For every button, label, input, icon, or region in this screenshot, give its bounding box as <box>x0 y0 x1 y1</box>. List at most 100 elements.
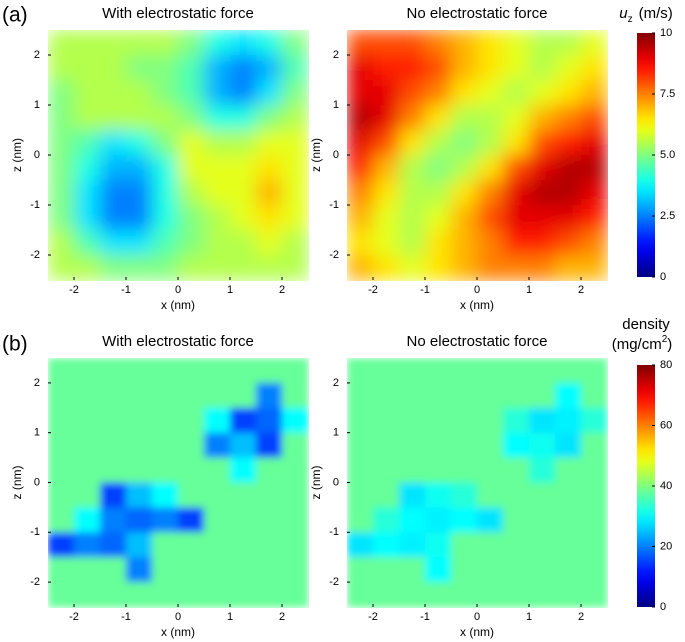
heat-cell <box>477 155 504 181</box>
heat-cell <box>74 507 101 533</box>
heat-cell <box>373 557 400 583</box>
heat-cell <box>282 407 309 434</box>
heat-cell <box>126 482 153 508</box>
heat-cell <box>126 255 153 281</box>
heat-cell <box>503 507 530 533</box>
heat-cell <box>48 180 75 206</box>
heat-cell <box>48 507 75 533</box>
heat-cell <box>477 407 504 434</box>
heat-cell <box>451 582 478 608</box>
heat-cell <box>503 382 530 409</box>
heat-cell <box>178 557 205 583</box>
heat-cell <box>48 55 75 81</box>
heat-cell <box>178 205 205 231</box>
colorbar-tick-label: 2.5 <box>660 210 675 222</box>
heat-cell <box>126 130 153 156</box>
heat-cell <box>503 358 530 384</box>
heat-cell <box>347 205 374 231</box>
colorbar-tick-label: 0 <box>660 601 666 613</box>
heat-cell <box>282 130 309 156</box>
heat-cell <box>74 382 101 409</box>
heat-cell <box>477 130 504 156</box>
heat-cell <box>152 55 179 81</box>
heat-cell <box>256 55 283 81</box>
heat-cell <box>529 407 556 434</box>
heat-cell <box>204 105 231 131</box>
heat-cell <box>347 507 374 533</box>
heat-cell <box>425 582 452 608</box>
heat-cell <box>100 557 127 583</box>
heat-cell <box>100 55 127 81</box>
heat-cell <box>451 457 478 484</box>
heat-cell <box>581 358 608 384</box>
y-tick-label: 1 <box>333 99 339 111</box>
heat-cell <box>256 130 283 156</box>
y-tick-label: 2 <box>333 49 339 61</box>
heat-cell <box>74 532 101 558</box>
heat-cell <box>529 557 556 583</box>
colorbar-tick-label: 10 <box>660 27 672 39</box>
heat-cell <box>451 105 478 131</box>
heat-cell <box>477 382 504 409</box>
heat-cell <box>282 582 309 608</box>
heat-cell <box>451 507 478 533</box>
heat-cell <box>126 105 153 131</box>
y-tick-label: -1 <box>329 526 339 538</box>
colorbar <box>637 365 655 607</box>
heat-cell <box>373 155 400 181</box>
heat-cell <box>256 507 283 533</box>
x-tick-label: 1 <box>526 284 532 296</box>
heat-cell <box>178 155 205 181</box>
heat-cell <box>126 180 153 206</box>
y-axis-label: z (nm) <box>309 466 323 500</box>
heat-cell <box>48 105 75 131</box>
heat-cell <box>204 407 231 434</box>
heat-cell <box>126 155 153 181</box>
heat-cell <box>230 358 257 384</box>
heat-cell <box>48 557 75 583</box>
heat-cell <box>204 130 231 156</box>
heat-cell <box>126 507 153 533</box>
heat-cell <box>477 532 504 558</box>
heat-cell <box>373 358 400 384</box>
heat-cell <box>178 582 205 608</box>
heat-cell <box>126 407 153 434</box>
plot-title: No electrostatic force <box>407 333 548 350</box>
heat-cell <box>503 255 530 281</box>
heat-cell <box>451 205 478 231</box>
heat-cell <box>256 180 283 206</box>
y-tick-label: -2 <box>30 576 40 588</box>
heat-cell <box>477 55 504 81</box>
heat-cell <box>581 155 608 181</box>
heat-cell <box>581 457 608 484</box>
heat-cell <box>399 557 426 583</box>
heat-cell <box>503 205 530 231</box>
heat-cell <box>152 105 179 131</box>
heat-cell <box>230 180 257 206</box>
heat-cell <box>230 407 257 434</box>
heat-cell <box>74 130 101 156</box>
heat-cell <box>74 180 101 206</box>
heat-cell <box>204 230 231 256</box>
colorbar-tick-label: 40 <box>660 480 672 492</box>
heat-cell <box>503 80 530 106</box>
heat-cell <box>178 482 205 508</box>
heat-cell <box>178 382 205 409</box>
heat-cell <box>477 180 504 206</box>
heat-cell <box>555 130 582 156</box>
heat-cell <box>204 532 231 558</box>
heat-cell <box>503 230 530 256</box>
heat-cell <box>282 432 309 459</box>
heat-cell <box>399 432 426 459</box>
heat-cell <box>204 155 231 181</box>
heat-cell <box>152 230 179 256</box>
heat-cell <box>451 407 478 434</box>
heat-cell <box>425 30 452 56</box>
heat-cell <box>178 55 205 81</box>
y-tick-label: 1 <box>34 99 40 111</box>
heat-cell <box>256 255 283 281</box>
heat-cell <box>399 358 426 384</box>
heat-cell <box>581 382 608 409</box>
heat-cell <box>126 80 153 106</box>
